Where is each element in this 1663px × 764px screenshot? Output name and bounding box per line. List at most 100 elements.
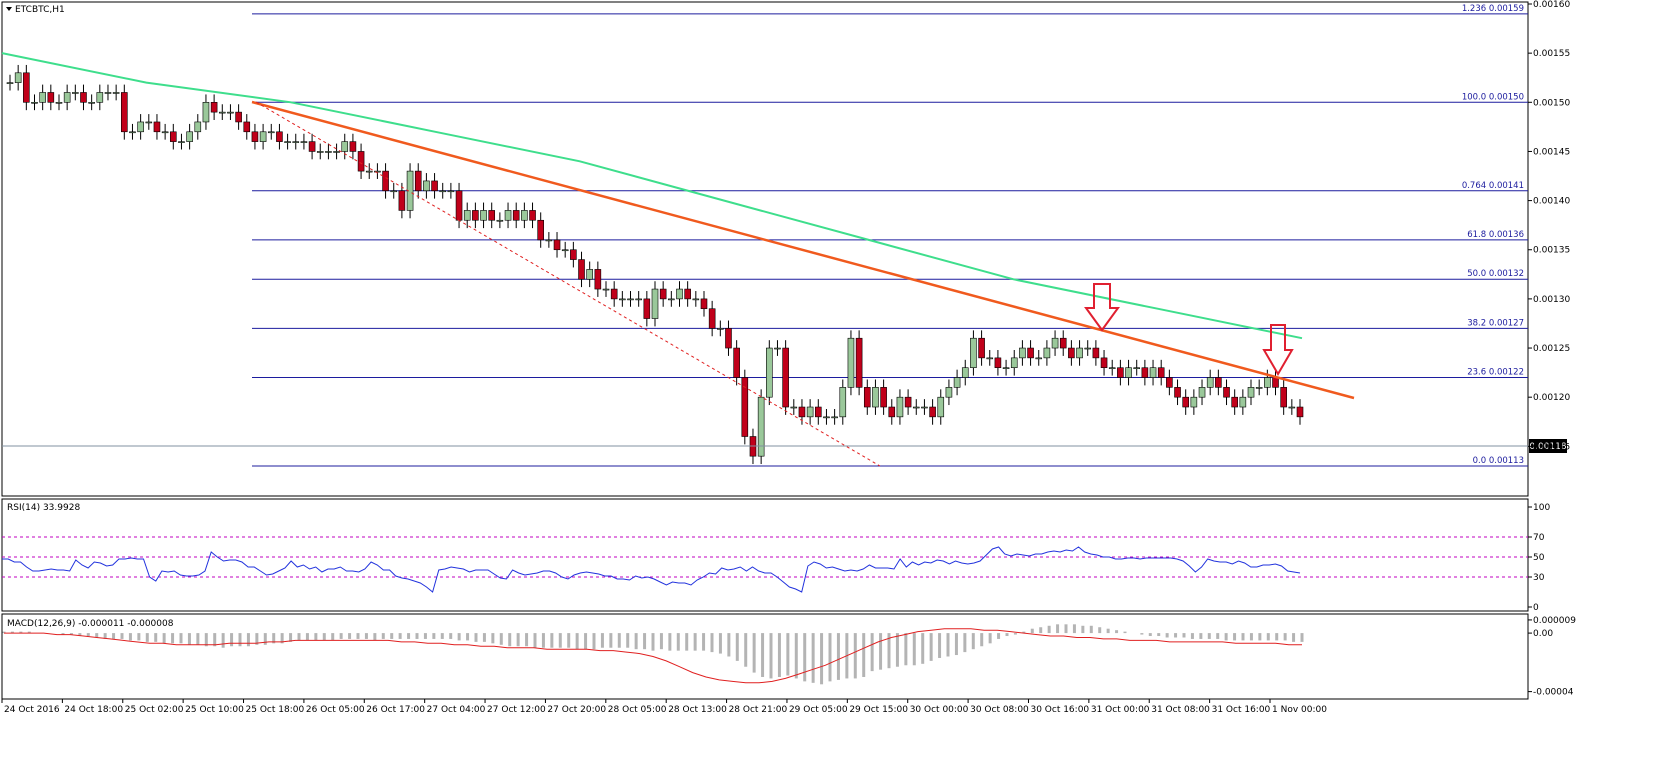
time-tick-label: 26 Oct 17:00 [366, 705, 425, 715]
candle-body [218, 111, 226, 114]
candle-body [610, 288, 618, 300]
fib-level-label: 23.6 0.00122 [1467, 368, 1524, 378]
candle-body [488, 210, 496, 221]
candle-body [333, 151, 340, 153]
candle-body [651, 288, 659, 319]
candle-body [316, 151, 324, 153]
candle-body [643, 298, 651, 319]
down-arrow-icon [1084, 283, 1120, 332]
time-tick-label: 28 Oct 21:00 [729, 705, 788, 715]
candle-body [578, 259, 585, 280]
candle-body [1296, 406, 1304, 418]
candle-body [496, 219, 504, 222]
time-tick-label: 31 Oct 16:00 [1212, 705, 1271, 715]
candle-body [1166, 377, 1173, 388]
macd-panel [1, 613, 1529, 700]
fib-level-label: 0.0 0.00113 [1473, 456, 1524, 466]
time-tick-label: 30 Oct 16:00 [1030, 705, 1089, 715]
candle-body [831, 416, 838, 419]
price-tick-label: 0.00145 [1533, 147, 1570, 157]
candle-body [202, 101, 210, 123]
candle-body [561, 249, 569, 252]
candle-body [292, 141, 300, 143]
candle-body [570, 249, 577, 260]
dropdown-triangle-icon[interactable] [6, 7, 12, 11]
time-tick-label: 24 Oct 18:00 [64, 705, 123, 715]
time-tick-label: 25 Oct 10:00 [185, 705, 244, 715]
candle-body [814, 406, 822, 418]
candle-body [1084, 347, 1092, 350]
candle-body [145, 121, 153, 124]
candle-body [1019, 347, 1026, 359]
time-tick-label: 25 Oct 18:00 [246, 705, 305, 715]
candle-body [341, 141, 349, 152]
time-tick-label: 1 Nov 00:00 [1272, 705, 1327, 715]
candle-body [227, 111, 234, 114]
time-tick-label: 24 Oct 2016 [4, 705, 60, 715]
fib-level-label: 38.2 0.00127 [1467, 318, 1524, 328]
price-tick-label: 0.00130 [1533, 295, 1570, 305]
candle-body [169, 131, 177, 142]
candle-body [325, 151, 332, 153]
time-tick-label: 25 Oct 02:00 [125, 705, 184, 715]
candle-body [529, 210, 536, 221]
fib-level-label: 0.764 0.00141 [1462, 181, 1524, 191]
candle-body [186, 131, 193, 142]
price-axis: 0.00160 0.00155 0.00150 0.00145 0.00140 0.001… [1528, 0, 1570, 452]
macd-axis: 0.000009 0.00 -0.00004 [1528, 616, 1576, 698]
candle-body [904, 396, 912, 408]
rsi-tick-label: 100 [1533, 503, 1550, 513]
candle-body [537, 219, 544, 241]
candle-body [1288, 406, 1296, 409]
candle-body [782, 347, 789, 408]
candle-body [349, 141, 357, 152]
rsi-indicator [2, 536, 1528, 593]
candle-body [308, 141, 316, 152]
candle-body [1198, 387, 1206, 398]
candle-body [259, 131, 267, 142]
candle-body [1255, 387, 1263, 389]
candle-body [1027, 347, 1034, 359]
time-tick-label: 27 Oct 12:00 [487, 705, 546, 715]
candle-body [31, 101, 38, 104]
candle-body [63, 92, 71, 103]
price-tick-label: 0.00125 [1533, 344, 1570, 354]
candle-body [929, 406, 936, 418]
candle-body [855, 337, 863, 388]
candle-body [970, 337, 977, 369]
candle-body [512, 210, 520, 221]
time-tick-label: 27 Oct 04:00 [427, 705, 486, 715]
macd-signal-line [4, 628, 1302, 684]
candle-body [47, 92, 55, 103]
candle-body [521, 210, 528, 221]
candle-body [1092, 347, 1100, 359]
candle-body [1051, 337, 1059, 349]
candle-body [725, 328, 732, 349]
candle-body [1117, 367, 1124, 378]
candle-body [545, 239, 553, 242]
time-tick-label: 30 Oct 00:00 [910, 705, 969, 715]
candle-body [1182, 396, 1189, 408]
down-arrow-icon [1262, 324, 1294, 376]
candle-body [790, 406, 798, 409]
candle-body [1076, 347, 1083, 359]
macd-indicator [2, 624, 1304, 685]
fib-level-label: 50.0 0.00132 [1467, 269, 1524, 279]
candle-body [6, 82, 14, 84]
candle-body [1247, 387, 1255, 398]
candle-body [463, 210, 471, 221]
candle-body [1002, 367, 1010, 370]
candle-body [978, 337, 985, 359]
candle-body [986, 357, 994, 360]
candle-body [406, 170, 414, 211]
time-tick-label: 30 Oct 08:00 [970, 705, 1029, 715]
candle-body [398, 190, 406, 211]
price-tick-label: 0.00160 [1533, 0, 1570, 10]
candle-body [121, 92, 128, 133]
candle-body [692, 298, 700, 301]
candle-body [1215, 377, 1222, 388]
candle-body [659, 288, 667, 300]
candle-body [178, 141, 185, 143]
candle-body [1264, 377, 1271, 388]
candle-body [839, 387, 847, 418]
